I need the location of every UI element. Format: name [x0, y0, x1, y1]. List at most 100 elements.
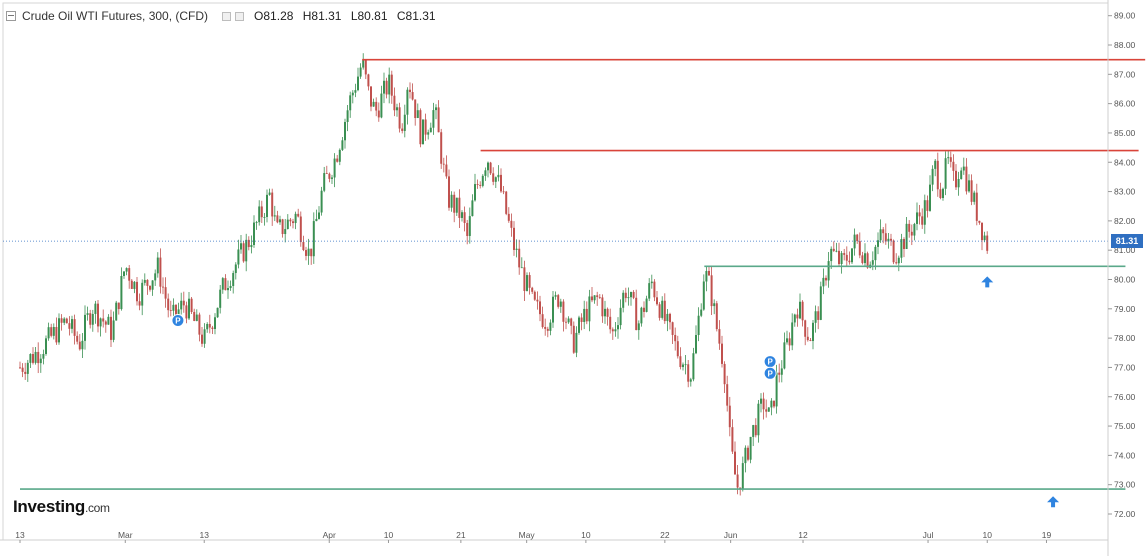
candle-body [650, 281, 653, 284]
candle-body [305, 250, 307, 256]
candle-body [645, 298, 648, 312]
candle-body [294, 213, 297, 224]
candle-body [429, 127, 432, 133]
candle-body [747, 447, 749, 460]
candle-body [565, 321, 567, 323]
candle-body [679, 356, 682, 368]
candle-body [500, 174, 502, 192]
candle-body [76, 335, 79, 342]
candle-body [81, 340, 84, 350]
candle-body [396, 107, 398, 111]
candle-body [968, 180, 970, 192]
candle-body [741, 463, 744, 490]
candle-body [107, 316, 110, 325]
candle-body [221, 278, 224, 290]
candle-body [240, 243, 242, 250]
candle-body [24, 371, 27, 374]
candle-body [890, 238, 892, 241]
candle-body [957, 178, 960, 188]
candle-body [726, 384, 729, 406]
candle-body [130, 280, 133, 289]
candle-body [344, 121, 346, 141]
y-tick-label: 84.00 [1114, 157, 1136, 167]
candle-body [375, 101, 378, 111]
candle-body [705, 270, 708, 282]
candle-body [557, 295, 560, 307]
remove-icon[interactable] [235, 11, 245, 21]
candle-body [554, 295, 557, 297]
candle-body [461, 212, 463, 218]
candle-body [89, 313, 92, 325]
candle-body [585, 308, 588, 322]
candle-body [710, 275, 713, 307]
high-value: H81.31 [302, 9, 342, 23]
candle-body [773, 400, 775, 407]
candle-body [952, 161, 955, 171]
candle-body [617, 325, 619, 330]
candle-body [357, 76, 359, 91]
candle-body [125, 268, 128, 272]
settings-icon[interactable] [222, 11, 232, 21]
candle-body [588, 296, 591, 322]
y-tick-label: 82.00 [1114, 216, 1136, 226]
candle-body [323, 173, 326, 191]
candle-body [201, 334, 203, 344]
candle-body [476, 184, 479, 185]
candle-body [663, 300, 666, 322]
candle-body [450, 194, 453, 208]
last-price-tag: 81.31 [1111, 234, 1143, 248]
candle-body [232, 273, 235, 286]
candle-body [684, 364, 687, 366]
candle-body [263, 216, 266, 218]
event-marker-icon[interactable] [171, 314, 185, 328]
candle-body [843, 253, 846, 255]
candle-body [762, 398, 765, 410]
candle-body [497, 174, 500, 178]
candle-body [180, 300, 183, 310]
candle-body [900, 239, 903, 258]
candle-body [471, 200, 474, 217]
y-tick-label: 78.00 [1114, 333, 1136, 343]
candle-body [669, 313, 671, 323]
candle-body [115, 302, 118, 321]
candle-body [838, 250, 840, 265]
y-tick-label: 89.00 [1114, 11, 1136, 21]
candle-body [796, 314, 799, 319]
candle-body [656, 297, 658, 305]
candle-body [905, 223, 908, 250]
y-tick-label: 87.00 [1114, 69, 1136, 79]
x-tick-label: Jul [923, 530, 934, 540]
event-marker-icon[interactable] [763, 366, 777, 380]
candle-body [575, 332, 578, 353]
candle-body [502, 191, 505, 193]
candle-body [177, 309, 180, 316]
candle-body [910, 231, 913, 236]
candle-body [734, 451, 736, 475]
candle-body [549, 322, 552, 331]
candle-body [923, 200, 926, 225]
price-axis[interactable]: 72.00 73.00 74.00 75.00 76.00 77.00 78.00 79.00… [1107, 0, 1136, 556]
candle-body [541, 314, 544, 327]
candle-body [45, 338, 47, 354]
candle-body [975, 192, 978, 221]
candle-body [583, 308, 586, 322]
x-tick-label: 10 [983, 530, 993, 540]
candle-body [141, 282, 144, 306]
event-marker-label: P [175, 317, 181, 326]
time-axis[interactable]: 13 Mar 13 Apr 10 21 May 10 22 Jun 12 Jul 10 19 [0, 530, 1108, 543]
candle-body [401, 128, 404, 131]
y-tick-label: 80.00 [1114, 275, 1136, 285]
candle-body [312, 221, 315, 257]
candle-body [661, 300, 664, 318]
candle-body [78, 341, 81, 350]
candle-body [947, 157, 950, 159]
candle-body [692, 353, 695, 380]
candle-body [731, 427, 734, 452]
open-value: O81.28 [254, 9, 294, 23]
candle-body [214, 317, 216, 329]
candle-body [273, 215, 276, 217]
candle-body [728, 405, 731, 428]
collapse-icon[interactable] [6, 11, 16, 21]
candle-body [133, 281, 136, 289]
